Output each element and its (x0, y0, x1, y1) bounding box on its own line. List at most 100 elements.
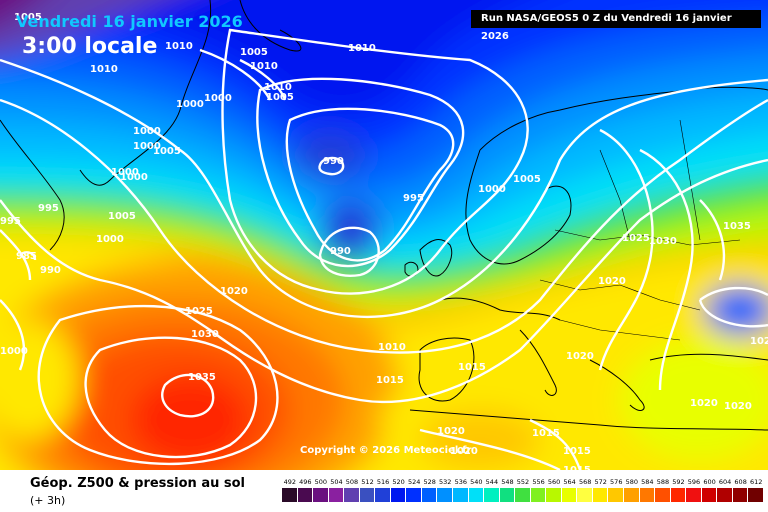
weather-map: 1005 1010 1005 1010 1010 1010 1010 1005 … (0, 0, 768, 470)
isobar-label: 1020 (450, 446, 478, 457)
legend-swatch (359, 488, 376, 502)
isobar-low-east (698, 286, 768, 328)
border-line-4 (599, 149, 631, 241)
legend-swatch (561, 488, 578, 502)
isobar-1010-greenland (239, 58, 287, 101)
isobar-label: 995 (38, 203, 59, 214)
isobar-label: 1000 (478, 184, 506, 195)
isobar-1020 (0, 158, 768, 404)
legend-swatch (639, 488, 656, 502)
british-isles (419, 239, 453, 277)
legend-value: 548 (501, 478, 514, 486)
isobar-label: 990 (330, 246, 351, 257)
isobar-1015 (0, 98, 768, 354)
isobar-label: 1020 (598, 276, 626, 287)
legend-swatch (390, 488, 407, 502)
legend-swatch (732, 488, 749, 502)
isobar-label: 1025 (622, 233, 650, 244)
copyright-text: Copyright © 2026 Meteociel.fr (300, 445, 472, 456)
isobar-1035-east (699, 199, 726, 281)
legend-value: 532 (439, 478, 452, 486)
legend-swatch (530, 488, 547, 502)
isobar-1000 (256, 77, 465, 268)
isobar-label: 1005 (513, 174, 541, 185)
isobar-985-west (19, 251, 37, 261)
legend-value: 508 (345, 478, 359, 486)
isobar-label: 1015 (458, 362, 486, 373)
map-svg: 1005 1010 1005 1010 1010 1010 1010 1005 … (0, 0, 768, 470)
legend-swatch (406, 488, 422, 502)
isobar-label: 1010 (250, 61, 278, 72)
legend-swatch (592, 488, 609, 502)
isobar-1025 (37, 304, 279, 466)
legend-value: 584 (641, 478, 654, 486)
isobar-995 (285, 107, 455, 262)
legend-value: 536 (454, 478, 467, 486)
map-title: Géop. Z500 & pression au sol (30, 476, 245, 491)
coastlines (0, 0, 768, 431)
legend-swatches (282, 488, 764, 502)
isobar-label: 1000 (96, 234, 124, 245)
legend-swatch (328, 488, 345, 502)
isobar-label: 1030 (649, 236, 677, 247)
isobar-label: 1005 (153, 146, 181, 157)
border-line-3 (559, 319, 681, 341)
legend-value: 544 (485, 478, 499, 486)
isobar-label: 1020 (724, 401, 752, 412)
isobar-label: 985 (16, 251, 37, 262)
legend-swatch (344, 488, 360, 502)
isobar-label: 1005 (14, 12, 42, 23)
isobar-1025-east (598, 128, 654, 371)
legend-value: 564 (563, 478, 576, 486)
isobar-label: 990 (40, 265, 61, 276)
legend-swatch (546, 488, 562, 502)
legend-swatch (421, 488, 438, 502)
legend-swatch (577, 488, 593, 502)
isobar-label: 1020 (690, 398, 718, 409)
isobar-1000-west (0, 299, 26, 371)
isobar-1020-africa (419, 428, 561, 470)
legend-value: 516 (376, 478, 390, 486)
norway-coast (465, 149, 521, 265)
legend-swatch (670, 488, 687, 502)
forecast-date: Vendredi 16 janvier 2026 (16, 12, 243, 31)
legend-swatch (297, 488, 314, 502)
legend-swatch (282, 488, 298, 502)
legend-value: 604 (718, 478, 732, 486)
isobar-label: 1010 (90, 64, 118, 75)
isobar-label: 1015 (376, 375, 404, 386)
legend-swatch (499, 488, 516, 502)
isobar-label: 1020 (437, 426, 465, 437)
isobar-labels: 1005 1010 1005 1010 1010 1010 1010 1005 … (0, 12, 768, 470)
balkans-coast (589, 359, 645, 411)
isobar-label: 995 (0, 216, 21, 227)
legend-value: 600 (703, 478, 716, 486)
legend-swatch (375, 488, 391, 502)
legend-value: 556 (532, 478, 545, 486)
baltic-coast (519, 185, 572, 261)
isobar-label: 1020 (566, 351, 594, 362)
legend-value: 608 (734, 478, 747, 486)
legend-swatch (686, 488, 702, 502)
legend-swatch (313, 488, 329, 502)
legend-value: 592 (672, 478, 685, 486)
legend-value: 612 (749, 478, 763, 486)
isobar-990-south (318, 226, 380, 277)
border-line-5 (679, 119, 701, 241)
legend-value: 540 (470, 478, 483, 486)
scandinavia-north-coast (479, 86, 768, 151)
isobar-label: 1015 (563, 446, 591, 457)
isobar-label: 1015 (563, 465, 591, 470)
isobar-label: 995 (403, 193, 424, 204)
legend-swatch (717, 488, 733, 502)
ireland (404, 261, 419, 277)
isobar-1005 (221, 28, 529, 295)
isobar-990-north (318, 156, 345, 176)
legend-swatch (701, 488, 718, 502)
legend-labels: 492 496 500 504 508 512 516 520 524 528 532 536 540 5… (282, 478, 764, 486)
legend-value: 492 (283, 478, 296, 486)
isobars (0, 28, 768, 470)
isobar-label: 1035 (188, 372, 216, 383)
legend-value: 576 (610, 478, 623, 486)
isobar-label: 1000 (111, 167, 139, 178)
